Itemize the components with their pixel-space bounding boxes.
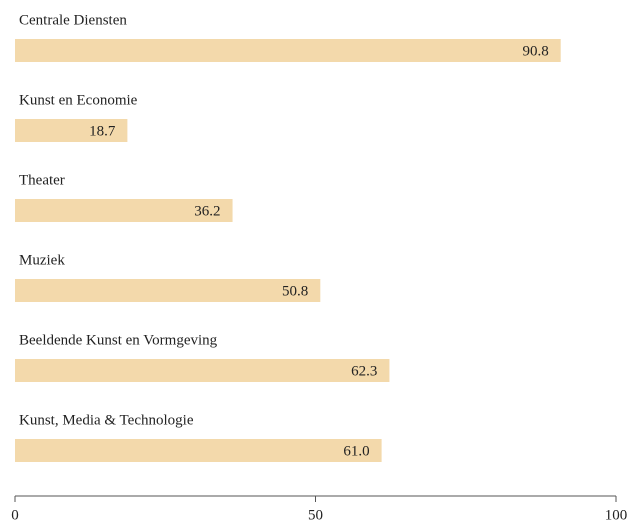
bar	[15, 199, 233, 222]
value-label: 90.8	[522, 43, 548, 59]
x-tick-label: 50	[308, 507, 323, 522]
value-label: 61.0	[343, 443, 369, 459]
value-label: 50.8	[282, 283, 308, 299]
bar	[15, 279, 321, 302]
category-label: Centrale Diensten	[19, 12, 127, 28]
category-label: Theater	[19, 172, 65, 188]
category-label: Kunst en Economie	[19, 92, 138, 108]
bar	[15, 119, 128, 142]
bar	[15, 359, 390, 382]
category-label: Beeldende Kunst en Vormgeving	[19, 332, 218, 348]
bar	[15, 39, 561, 62]
value-label: 36.2	[194, 203, 220, 219]
x-tick-label: 0	[11, 507, 19, 522]
category-label: Muziek	[19, 252, 65, 268]
value-label: 18.7	[89, 123, 116, 139]
value-label: 62.3	[351, 363, 377, 379]
x-tick-label: 100	[605, 507, 627, 522]
bar	[15, 439, 382, 462]
category-label: Kunst, Media & Technologie	[19, 412, 194, 428]
